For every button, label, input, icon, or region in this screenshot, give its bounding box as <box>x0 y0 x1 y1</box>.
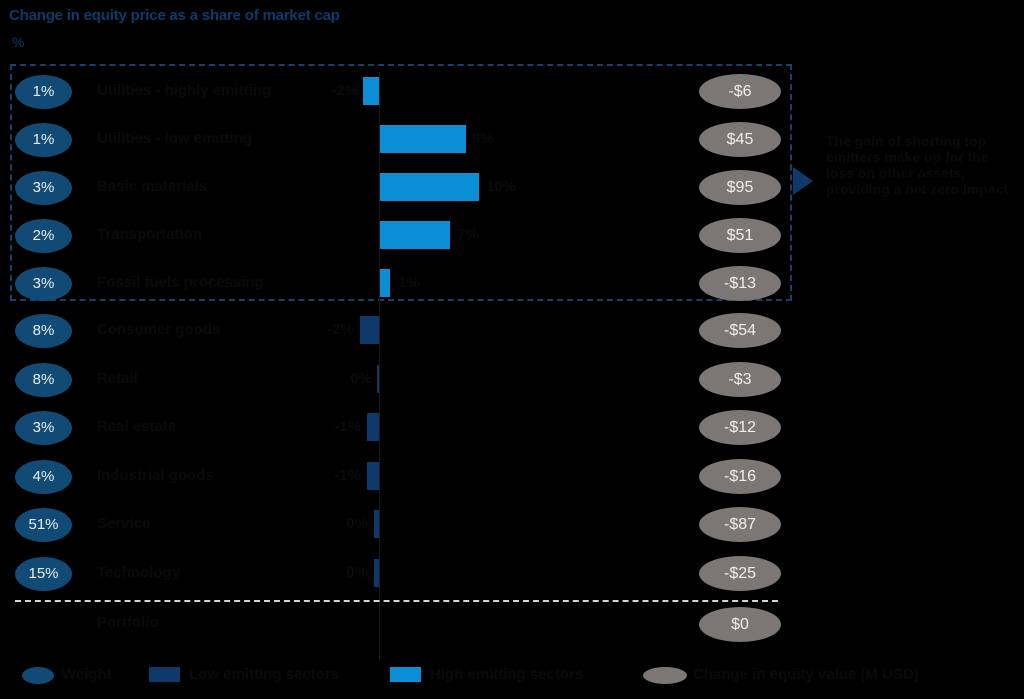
weight-badge: 3% <box>15 171 72 205</box>
pct-label: -2% <box>327 321 354 338</box>
annotation-text: The gain of shorting top emitters make u… <box>826 133 1009 197</box>
weight-badge: 4% <box>15 460 72 494</box>
weight-badge: 1% <box>15 123 72 157</box>
bar-high-emitting <box>380 125 466 153</box>
bar-low-emitting <box>377 365 379 393</box>
chart-row: 8% Retail 0% -$3 <box>0 360 1024 400</box>
sector-label: Fossil fuels processing <box>97 274 264 291</box>
weight-badge: 8% <box>15 363 72 397</box>
sector-label: Consumer goods <box>97 321 221 338</box>
sector-label: Utilities - low emitting <box>97 130 253 147</box>
chart-row: 1% Utilities - highly emitting -2% -$6 <box>0 72 1024 112</box>
equity-value-badge: $45 <box>699 122 781 157</box>
pct-label: 0% <box>346 564 368 581</box>
equity-value-badge: -$12 <box>699 410 781 445</box>
pct-label: 0% <box>350 370 372 387</box>
bar-low-emitting <box>367 462 379 490</box>
sector-label: Technology <box>97 564 181 581</box>
equity-value-badge: -$13 <box>699 266 781 301</box>
chart-row: 3% Fossil fuels processing 1% -$13 <box>0 264 1024 304</box>
chart-unit: % <box>12 34 25 50</box>
sector-label: Transportation <box>97 226 203 243</box>
pct-label: -2% <box>331 82 358 99</box>
chart-row: 4% Industrial goods -1% -$16 <box>0 457 1024 497</box>
portfolio-separator <box>15 600 778 602</box>
legend-label: Weight <box>62 666 112 683</box>
equity-value-badge: -$54 <box>699 313 781 348</box>
pct-label: 10% <box>486 178 517 195</box>
high-emitting-highlight-box <box>10 64 792 301</box>
pct-label: -1% <box>334 467 361 484</box>
pct-label: 9% <box>472 130 494 147</box>
weight-badge: 15% <box>15 557 72 591</box>
sector-label: Utilities - highly emitting <box>97 82 272 99</box>
weight-swatch-icon <box>22 667 54 684</box>
sector-label: Retail <box>97 370 138 387</box>
chart-row: 51% Service 0% -$87 <box>0 505 1024 545</box>
pct-label: -1% <box>334 418 361 435</box>
legend-label: High emitting sectors <box>430 666 584 683</box>
bar-high-emitting <box>363 77 379 105</box>
equity-value-badge: -$6 <box>699 74 781 109</box>
equity-value-badge: $95 <box>699 170 781 205</box>
chart-title: Change in equity price as a share of mar… <box>9 7 340 24</box>
bar-low-emitting <box>367 413 379 441</box>
bar-low-emitting <box>360 316 379 344</box>
bar-low-emitting <box>374 510 379 538</box>
sector-label: Industrial goods <box>97 467 214 484</box>
equity-value-badge: -$25 <box>699 556 781 591</box>
equity-value-badge: -$87 <box>699 507 781 542</box>
chart-row: 3% Real estate -1% -$12 <box>0 408 1024 448</box>
low-emitting-swatch-icon <box>149 667 180 682</box>
bar-high-emitting <box>380 173 479 201</box>
pct-label: 7% <box>457 226 479 243</box>
equity-value-swatch-icon <box>643 667 687 684</box>
chart-row: 3% Basic materials 10% $95 <box>0 168 1024 208</box>
weight-badge: 8% <box>15 314 72 348</box>
portfolio-value-badge: $0 <box>699 607 781 642</box>
bar-low-emitting <box>374 559 379 587</box>
pct-label: 0% <box>346 515 368 532</box>
zero-axis-line <box>379 72 380 660</box>
sector-label: Service <box>97 515 151 532</box>
bar-high-emitting <box>380 221 450 249</box>
portfolio-label: Portfolio <box>97 614 159 631</box>
legend-label: Low emitting sectors <box>189 666 340 683</box>
arrow-right-icon <box>793 167 813 195</box>
sector-label: Basic materials <box>97 178 208 195</box>
portfolio-row: Portfolio $0 <box>0 604 1024 644</box>
chart-row: 8% Consumer goods -2% -$54 <box>0 311 1024 351</box>
equity-value-badge: -$3 <box>699 362 781 397</box>
pct-label: 1% <box>398 274 420 291</box>
sector-label: Real estate <box>97 418 177 435</box>
chart-row: 15% Technology 0% -$25 <box>0 554 1024 594</box>
weight-badge: 3% <box>15 267 72 301</box>
weight-badge: 3% <box>15 411 72 445</box>
legend-label: Change in equity value (M USD) <box>693 666 919 683</box>
weight-badge: 51% <box>15 508 72 542</box>
equity-value-badge: $51 <box>699 218 781 253</box>
chart-row: 1% Utilities - low emitting 9% $45 <box>0 120 1024 160</box>
weight-badge: 1% <box>15 75 72 109</box>
equity-value-badge: -$16 <box>699 459 781 494</box>
bar-high-emitting <box>380 269 390 297</box>
high-emitting-swatch-icon <box>390 667 421 682</box>
chart-row: 2% Transportation 7% $51 <box>0 216 1024 256</box>
weight-badge: 2% <box>15 219 72 253</box>
